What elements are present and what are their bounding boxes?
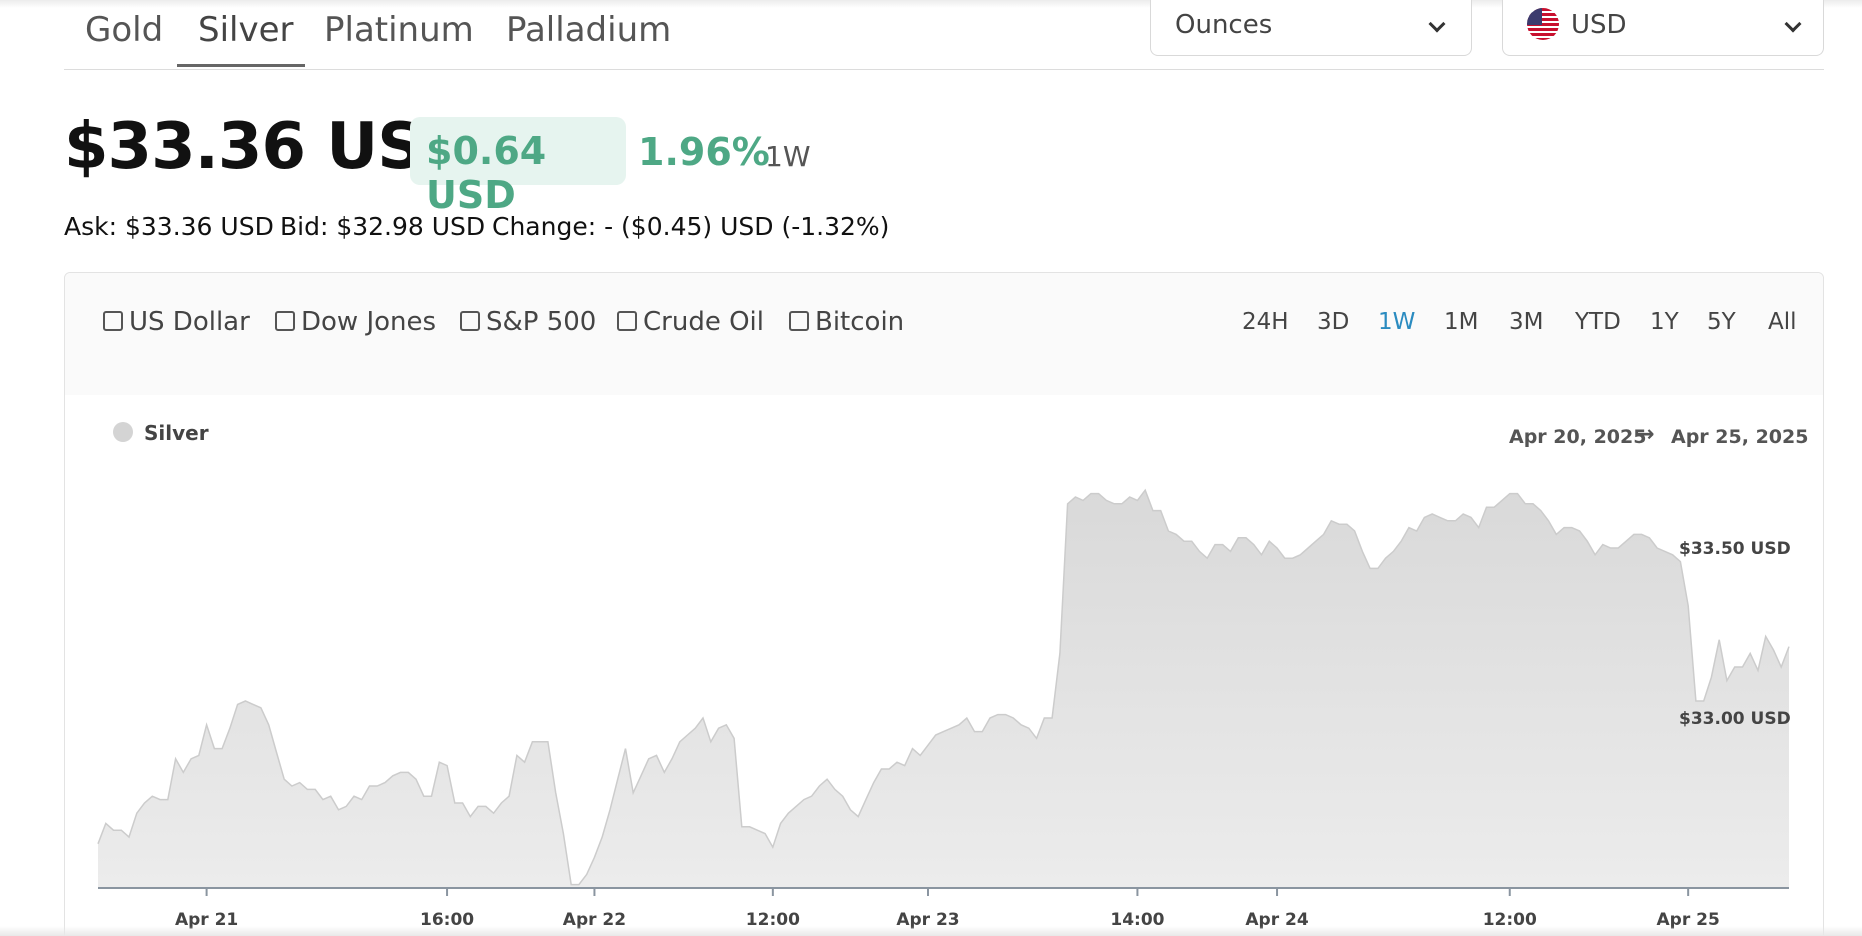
compare-bitcoin[interactable]: Bitcoin <box>789 307 904 337</box>
us-flag-icon <box>1527 8 1559 40</box>
x-axis-tick-label: 12:00 <box>1483 910 1537 930</box>
series-line-silver <box>97 488 1790 886</box>
checkbox-icon[interactable] <box>275 311 295 331</box>
y-axis-tick-label: $33.50 USD <box>1679 539 1791 559</box>
unit-select[interactable]: Ounces <box>1150 0 1472 56</box>
tab-gold[interactable]: Gold <box>85 10 164 50</box>
range-5y[interactable]: 5Y <box>1707 309 1736 335</box>
date-range-start: Apr 20, 2025 <box>1509 426 1647 448</box>
range-3m[interactable]: 3M <box>1509 309 1544 335</box>
x-axis-tick-label: 12:00 <box>746 910 800 930</box>
currency-select-value: USD <box>1571 10 1627 40</box>
x-axis-tick-label: Apr 21 <box>175 910 238 930</box>
x-axis-tick-label: Apr 25 <box>1657 910 1720 930</box>
active-tab-underline <box>177 64 305 67</box>
ask-price: Ask: $33.36 USD <box>64 212 274 241</box>
x-axis-tick-label: Apr 23 <box>896 910 959 930</box>
current-price: $33.36 USD <box>64 110 475 184</box>
range-1w[interactable]: 1W <box>1378 309 1416 335</box>
x-axis-tick-label: 16:00 <box>420 910 474 930</box>
metal-tabs: Gold Silver Platinum Palladium <box>64 0 1824 70</box>
series-area-silver <box>98 490 1789 888</box>
date-range-end: Apr 25, 2025 <box>1671 426 1809 448</box>
x-axis-tick-label: Apr 24 <box>1245 910 1308 930</box>
range-1y[interactable]: 1Y <box>1650 309 1679 335</box>
compare-us-dollar[interactable]: US Dollar <box>103 307 250 337</box>
x-axis-tick-label: 14:00 <box>1110 910 1164 930</box>
price-change-value: $0.64 USD <box>426 129 547 217</box>
legend-dot-icon <box>113 422 133 442</box>
range-3d[interactable]: 3D <box>1317 309 1350 335</box>
bid-price: Bid: $32.98 USD <box>280 212 486 241</box>
top-shadow <box>0 0 1862 8</box>
tab-silver[interactable]: Silver <box>198 10 294 50</box>
range-all[interactable]: All <box>1768 309 1797 335</box>
checkbox-icon[interactable] <box>789 311 809 331</box>
date-range-arrow-icon: → <box>1636 422 1655 447</box>
compare-crude-oil[interactable]: Crude Oil <box>617 307 764 337</box>
range-24h[interactable]: 24H <box>1242 309 1289 335</box>
legend-label: Silver <box>144 421 209 445</box>
x-axis-tick-label: Apr 22 <box>563 910 626 930</box>
checkbox-icon[interactable] <box>617 311 637 331</box>
range-1m[interactable]: 1M <box>1444 309 1479 335</box>
checkbox-icon[interactable] <box>103 311 123 331</box>
y-axis-tick-label: $33.00 USD <box>1679 709 1791 729</box>
tab-platinum[interactable]: Platinum <box>324 10 474 50</box>
bottom-shadow <box>0 926 1862 936</box>
checkbox-icon[interactable] <box>460 311 480 331</box>
currency-select[interactable]: USD <box>1502 0 1824 56</box>
tab-palladium[interactable]: Palladium <box>506 10 672 50</box>
unit-select-value: Ounces <box>1175 10 1273 40</box>
compare-sp-500[interactable]: S&P 500 <box>460 307 596 337</box>
daily-change: Change: - ($0.45) USD (-1.32%) <box>492 212 890 241</box>
price-change-period: 1W <box>765 140 811 173</box>
chart-toolbar: US Dollar Dow Jones S&P 500 Crude Oil Bi… <box>65 273 1823 395</box>
compare-dow-jones[interactable]: Dow Jones <box>275 307 436 337</box>
price-change-percent: 1.96% <box>638 130 770 174</box>
price-change-badge: $0.64 USD <box>410 117 626 217</box>
range-ytd[interactable]: YTD <box>1575 309 1621 335</box>
